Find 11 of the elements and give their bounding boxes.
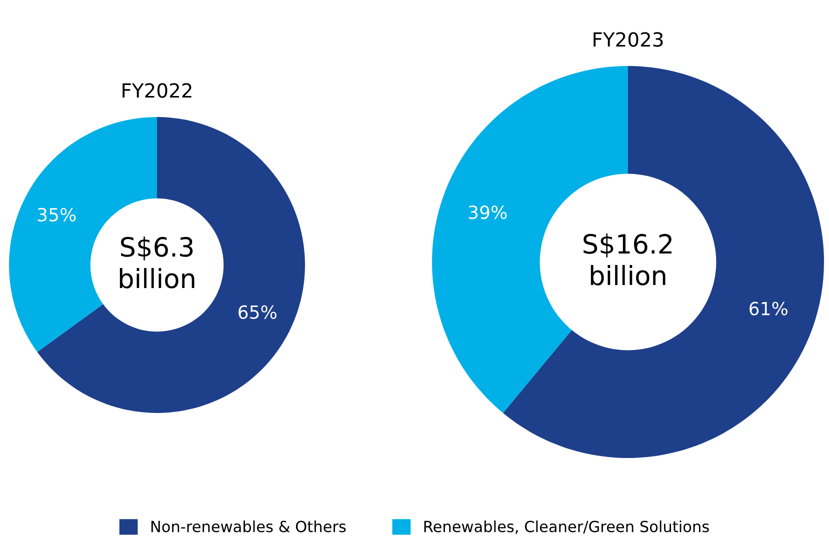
chart-title: FY2023: [594, 32, 663, 47]
data-label: 35%: [38, 208, 76, 222]
data-label: 39%: [468, 205, 507, 220]
text: S$6.3 billion: [120, 236, 194, 288]
data-label: 61%: [750, 302, 788, 316]
legend-label: Renewables, Cleaner/Green Solutions: [424, 520, 709, 534]
donut-slice: [37, 117, 305, 413]
chart-title: FY2022: [122, 83, 192, 98]
legend-label: Non-renewables & Others: [151, 520, 346, 532]
data-label: 65%: [238, 305, 276, 319]
text: S$16.2 billion: [584, 233, 672, 286]
